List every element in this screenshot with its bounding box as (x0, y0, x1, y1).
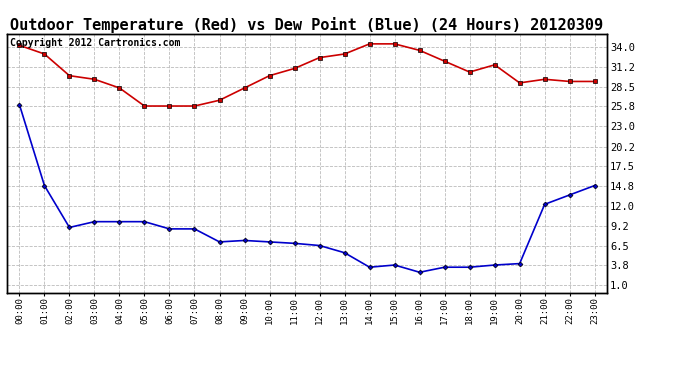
Text: Copyright 2012 Cartronics.com: Copyright 2012 Cartronics.com (10, 38, 180, 48)
Title: Outdoor Temperature (Red) vs Dew Point (Blue) (24 Hours) 20120309: Outdoor Temperature (Red) vs Dew Point (… (10, 16, 604, 33)
